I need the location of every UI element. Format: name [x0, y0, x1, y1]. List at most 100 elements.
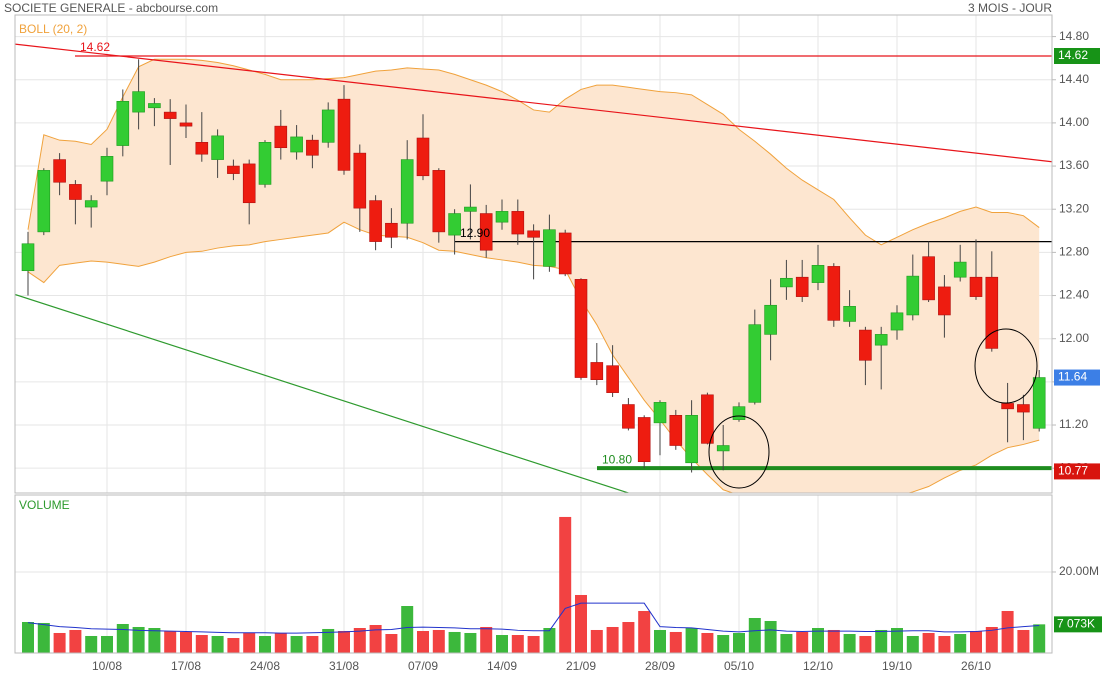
- x-tick-label: 10/08: [92, 659, 122, 673]
- volume-bar: [180, 631, 192, 653]
- volume-bar: [164, 631, 177, 653]
- volume-bar: [654, 629, 666, 653]
- volume-bar: [622, 622, 635, 653]
- volume-bar: [85, 635, 98, 653]
- volume-bar: [22, 622, 34, 653]
- candle-body: [701, 394, 714, 444]
- y-tick-label: 14.40: [1059, 72, 1089, 86]
- volume-bar: [543, 628, 556, 653]
- price-marker: [1054, 369, 1100, 386]
- candle-body: [69, 184, 82, 200]
- volume-bar: [195, 635, 208, 653]
- candle-body: [827, 266, 841, 321]
- volume-bar: [448, 631, 461, 653]
- candle-body: [653, 402, 667, 424]
- y-tick-label: 20.00M: [1059, 564, 1099, 578]
- volume-bar: [985, 626, 998, 653]
- candle-body: [669, 415, 683, 446]
- candle-body: [543, 229, 556, 267]
- volume-bar: [259, 635, 271, 653]
- x-tick-label: 21/09: [566, 659, 596, 673]
- candle-body: [227, 165, 240, 174]
- y-tick-label: 12.00: [1059, 331, 1089, 345]
- volume-bar: [875, 629, 888, 653]
- volume-bar: [1001, 610, 1014, 653]
- candle-body: [1017, 404, 1030, 413]
- chart-title: SOCIETE GENERALE - abcbourse.com: [4, 1, 218, 15]
- level-label: 10.80: [602, 452, 632, 466]
- x-tick-label: 12/10: [803, 659, 833, 673]
- volume-bar: [480, 626, 493, 653]
- candle-body: [590, 362, 604, 381]
- volume-bar: [954, 633, 967, 653]
- candle-body: [527, 230, 540, 238]
- candle-body: [400, 159, 414, 224]
- candle-body: [811, 265, 825, 283]
- volume-bar: [827, 629, 840, 653]
- volume-bar: [432, 629, 445, 653]
- bollinger-upper: [27, 58, 1040, 246]
- volume-bar: [780, 633, 793, 653]
- indicator-label: BOLL (20, 2): [19, 22, 87, 36]
- volume-bar: [717, 635, 730, 653]
- volume-marker: [1054, 616, 1102, 633]
- volume-bar: [527, 635, 540, 653]
- volume-bar: [812, 628, 824, 653]
- volume-bar: [274, 632, 287, 653]
- candle-body: [1032, 377, 1046, 429]
- volume-bar: [37, 622, 50, 653]
- candle-body: [290, 136, 303, 153]
- candle-body: [764, 304, 777, 335]
- volume-bar: [764, 620, 777, 653]
- volume-bar: [906, 635, 919, 653]
- volume-bar: [669, 631, 682, 653]
- candle-body: [843, 306, 856, 322]
- volume-bar: [369, 625, 382, 653]
- price-panel: [15, 15, 1052, 493]
- candle-body: [53, 159, 66, 183]
- volume-bar: [101, 635, 113, 653]
- candle-body: [874, 334, 888, 346]
- volume-average: [27, 602, 1040, 634]
- volume-title: VOLUME: [19, 498, 70, 512]
- candle-body: [780, 277, 793, 288]
- candle-body: [132, 91, 145, 113]
- trendline: [15, 43, 1052, 163]
- volume-bar: [322, 628, 335, 653]
- x-tick-label: 17/08: [171, 659, 201, 673]
- volume-panel: [15, 495, 1052, 653]
- candle-body: [37, 170, 51, 233]
- candle-body: [148, 103, 161, 109]
- x-tick-label: 07/09: [408, 659, 438, 673]
- volume-bar: [701, 632, 714, 653]
- volume-bar: [970, 631, 982, 653]
- volume-bar: [859, 635, 872, 653]
- volume-bar: [464, 632, 477, 653]
- level-label: 14.62: [80, 40, 110, 54]
- candle-body: [685, 415, 698, 464]
- y-tick-label: 12.80: [1059, 245, 1089, 259]
- volume-bar: [685, 628, 698, 653]
- x-tick-label: 26/10: [961, 659, 991, 673]
- candle-body: [922, 256, 935, 301]
- volume-bar: [511, 635, 524, 653]
- volume-bar: [733, 632, 745, 653]
- candle-body: [258, 142, 272, 185]
- volume-bar: [385, 633, 398, 653]
- volume-bar: [353, 628, 366, 653]
- volume-bar: [417, 631, 429, 653]
- circle-annotation: [708, 415, 770, 489]
- volume-bar: [496, 635, 508, 653]
- price-marker-label: 10.77: [1058, 464, 1088, 478]
- candle-body: [716, 445, 730, 452]
- volume-bar: [638, 610, 651, 653]
- candle-body: [969, 276, 983, 297]
- volume-bar: [290, 635, 303, 653]
- y-tick-label: 13.60: [1059, 158, 1089, 172]
- candle-body: [416, 137, 430, 177]
- candle-body: [369, 200, 382, 242]
- price-marker-label: 11.64: [1058, 370, 1087, 384]
- candle-body: [511, 211, 525, 235]
